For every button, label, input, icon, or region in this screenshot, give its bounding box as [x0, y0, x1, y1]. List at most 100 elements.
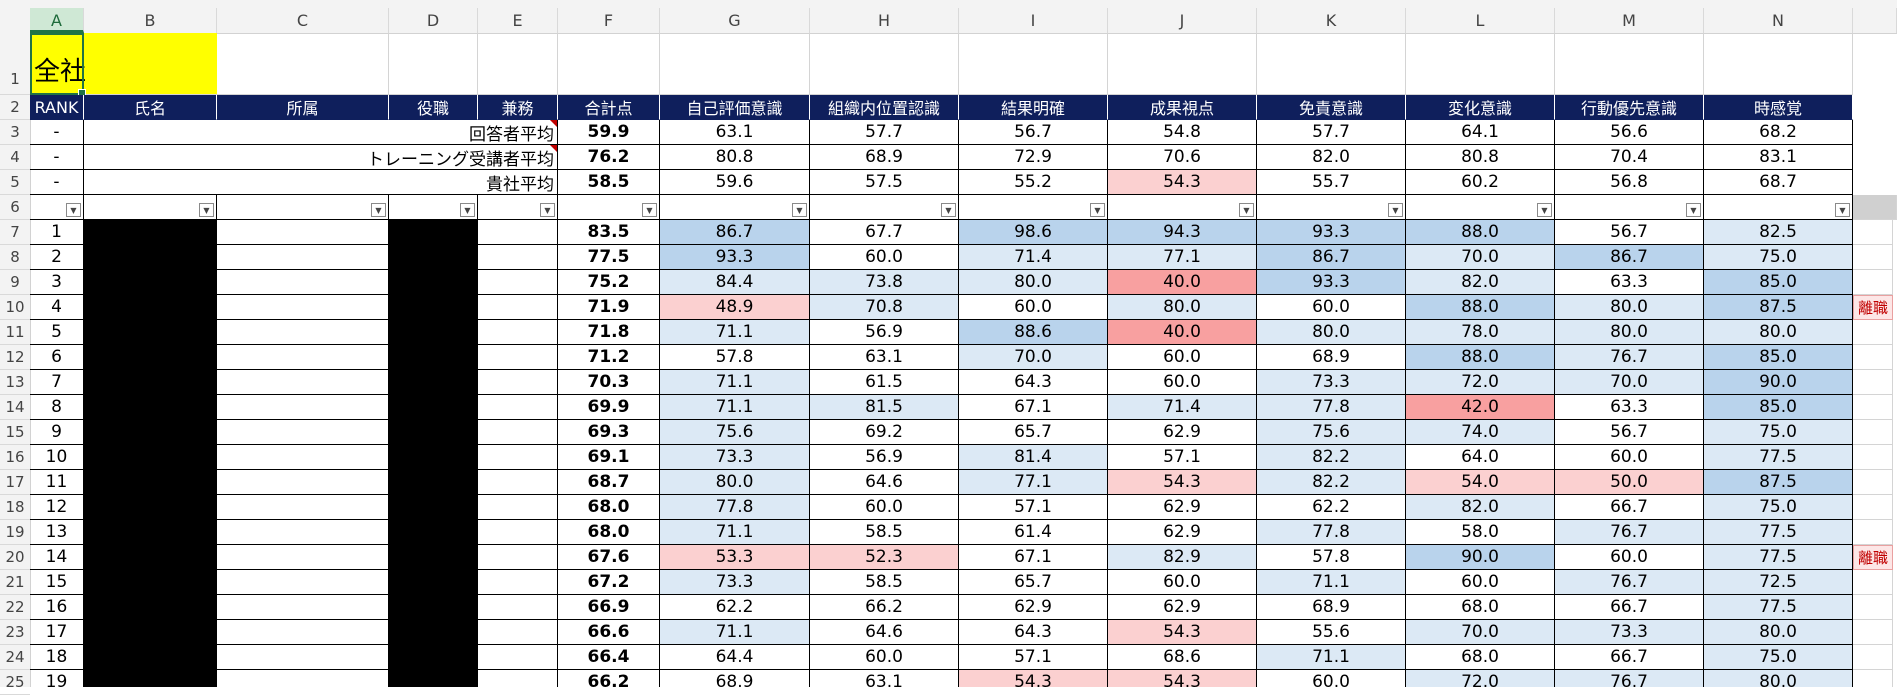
score-cell[interactable]: 81.5	[810, 395, 959, 420]
concurrent-role-cell[interactable]	[478, 370, 558, 395]
score-cell[interactable]: 80.0	[1555, 295, 1704, 320]
column-header-j[interactable]: J	[1108, 8, 1257, 33]
score-cell[interactable]: 80.0	[1704, 670, 1853, 687]
position-cell-redacted[interactable]	[389, 270, 478, 295]
row-header-7[interactable]: 7	[0, 220, 30, 245]
row-header-22[interactable]: 22	[0, 595, 30, 620]
position-cell-redacted[interactable]	[389, 445, 478, 470]
score-cell[interactable]: 60.0	[1406, 570, 1555, 595]
score-cell[interactable]: 70.8	[810, 295, 959, 320]
score-cell[interactable]: 62.2	[1257, 495, 1406, 520]
row-header-1[interactable]: 1	[0, 33, 30, 95]
score-cell[interactable]: 61.4	[959, 520, 1108, 545]
filter-cell-f[interactable]: ▼	[558, 195, 660, 220]
summary-score[interactable]: 56.8	[1555, 170, 1704, 195]
position-cell-redacted[interactable]	[389, 220, 478, 245]
score-cell[interactable]: 71.1	[1257, 570, 1406, 595]
name-cell-redacted[interactable]	[84, 520, 217, 545]
total-score-cell[interactable]: 69.3	[558, 420, 660, 445]
score-cell[interactable]: 71.1	[660, 395, 810, 420]
filter-dropdown-icon[interactable]: ▼	[371, 203, 386, 217]
name-cell-redacted[interactable]	[84, 370, 217, 395]
cell-m1[interactable]	[1555, 33, 1704, 95]
score-cell[interactable]: 75.0	[1704, 245, 1853, 270]
concurrent-role-cell[interactable]	[478, 345, 558, 370]
row-header-12[interactable]: 12	[0, 345, 30, 370]
score-cell[interactable]: 86.7	[1257, 245, 1406, 270]
score-cell[interactable]: 62.9	[1108, 520, 1257, 545]
total-score-cell[interactable]: 75.2	[558, 270, 660, 295]
cell-n1[interactable]	[1704, 33, 1853, 95]
rank-cell[interactable]: 10	[30, 445, 84, 470]
score-cell[interactable]: 93.3	[1257, 270, 1406, 295]
score-cell[interactable]: 71.1	[660, 520, 810, 545]
filter-cell-j[interactable]: ▼	[1108, 195, 1257, 220]
extra-col[interactable]	[1853, 270, 1893, 295]
score-cell[interactable]: 57.8	[1257, 545, 1406, 570]
rank-cell[interactable]: 16	[30, 595, 84, 620]
score-cell[interactable]: 64.3	[959, 620, 1108, 645]
summary-score[interactable]: 54.8	[1108, 120, 1257, 145]
total-score-cell[interactable]: 83.5	[558, 220, 660, 245]
name-cell-redacted[interactable]	[84, 320, 217, 345]
name-cell-redacted[interactable]	[84, 295, 217, 320]
summary-score[interactable]: 56.6	[1555, 120, 1704, 145]
row-header-4[interactable]: 4	[0, 145, 30, 170]
score-cell[interactable]: 71.4	[959, 245, 1108, 270]
filter-dropdown-icon[interactable]: ▼	[941, 203, 956, 217]
total-score-cell[interactable]: 71.9	[558, 295, 660, 320]
score-cell[interactable]: 88.0	[1406, 220, 1555, 245]
score-cell[interactable]: 62.9	[959, 595, 1108, 620]
affiliation-cell[interactable]	[217, 320, 389, 345]
column-header-next[interactable]	[1853, 8, 1897, 33]
score-cell[interactable]: 82.2	[1257, 470, 1406, 495]
score-cell[interactable]: 50.0	[1555, 470, 1704, 495]
header-i[interactable]: 結果明確	[959, 95, 1108, 120]
header-k[interactable]: 免責意識	[1257, 95, 1406, 120]
extra-col[interactable]	[1853, 220, 1893, 245]
cell-j1[interactable]	[1108, 33, 1257, 95]
score-cell[interactable]: 48.9	[660, 295, 810, 320]
column-header-h[interactable]: H	[810, 8, 959, 33]
score-cell[interactable]: 68.9	[1257, 595, 1406, 620]
summary-score[interactable]: 68.7	[1704, 170, 1853, 195]
filter-dropdown-icon[interactable]: ▼	[642, 203, 657, 217]
summary-score[interactable]: 60.2	[1406, 170, 1555, 195]
row-header-15[interactable]: 15	[0, 420, 30, 445]
affiliation-cell[interactable]	[217, 520, 389, 545]
score-cell[interactable]: 88.0	[1406, 295, 1555, 320]
score-cell[interactable]: 68.6	[1108, 645, 1257, 670]
affiliation-cell[interactable]	[217, 420, 389, 445]
row-header-6[interactable]: 6	[0, 195, 30, 220]
position-cell-redacted[interactable]	[389, 545, 478, 570]
header-b[interactable]: 氏名	[84, 95, 217, 120]
extra-col[interactable]	[1853, 395, 1893, 420]
affiliation-cell[interactable]	[217, 395, 389, 420]
score-cell[interactable]: 70.0	[1406, 620, 1555, 645]
score-cell[interactable]: 75.6	[1257, 420, 1406, 445]
total-score-cell[interactable]: 70.3	[558, 370, 660, 395]
score-cell[interactable]: 76.7	[1555, 570, 1704, 595]
concurrent-role-cell[interactable]	[478, 245, 558, 270]
score-cell[interactable]: 66.7	[1555, 595, 1704, 620]
score-cell[interactable]: 77.5	[1704, 595, 1853, 620]
score-cell[interactable]: 77.8	[1257, 395, 1406, 420]
score-cell[interactable]: 40.0	[1108, 320, 1257, 345]
cell-h1[interactable]	[810, 33, 959, 95]
summary-total[interactable]: 59.9	[558, 120, 660, 145]
header-l[interactable]: 変化意識	[1406, 95, 1555, 120]
column-header-l[interactable]: L	[1406, 8, 1555, 33]
score-cell[interactable]: 60.0	[1108, 370, 1257, 395]
row-header-19[interactable]: 19	[0, 520, 30, 545]
summary-label[interactable]: 貴社平均	[84, 170, 558, 195]
filter-cell-g[interactable]: ▼	[660, 195, 810, 220]
position-cell-redacted[interactable]	[389, 470, 478, 495]
summary-rank[interactable]: -	[30, 120, 84, 145]
total-score-cell[interactable]: 67.2	[558, 570, 660, 595]
comment-indicator[interactable]	[550, 120, 557, 127]
row-header-18[interactable]: 18	[0, 495, 30, 520]
filter-cell-i[interactable]: ▼	[959, 195, 1108, 220]
summary-score[interactable]: 57.5	[810, 170, 959, 195]
score-cell[interactable]: 73.3	[660, 570, 810, 595]
score-cell[interactable]: 80.0	[1555, 320, 1704, 345]
